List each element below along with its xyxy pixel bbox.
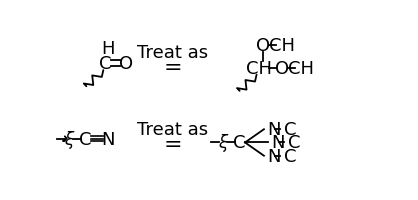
Text: C: C [288, 134, 301, 152]
Text: ξ: ξ [64, 130, 73, 148]
Text: CH: CH [288, 59, 314, 77]
Text: CH: CH [246, 59, 272, 77]
Text: ξ: ξ [218, 134, 227, 152]
Text: N: N [267, 121, 280, 139]
Text: N: N [267, 147, 280, 165]
Text: C: C [233, 134, 246, 152]
Text: N: N [101, 130, 115, 148]
Text: =: = [163, 58, 182, 78]
Text: N: N [271, 134, 285, 152]
Text: C: C [284, 147, 296, 165]
Text: O: O [275, 59, 289, 77]
Text: C: C [79, 130, 92, 148]
Text: Treat as: Treat as [137, 44, 208, 62]
Text: O: O [256, 36, 270, 54]
Text: O: O [119, 55, 133, 73]
Text: =: = [163, 134, 182, 154]
Text: C: C [99, 55, 112, 73]
Text: C: C [284, 121, 296, 139]
Text: H: H [101, 40, 115, 57]
Text: Treat as: Treat as [137, 121, 208, 139]
Text: CH: CH [269, 36, 295, 54]
